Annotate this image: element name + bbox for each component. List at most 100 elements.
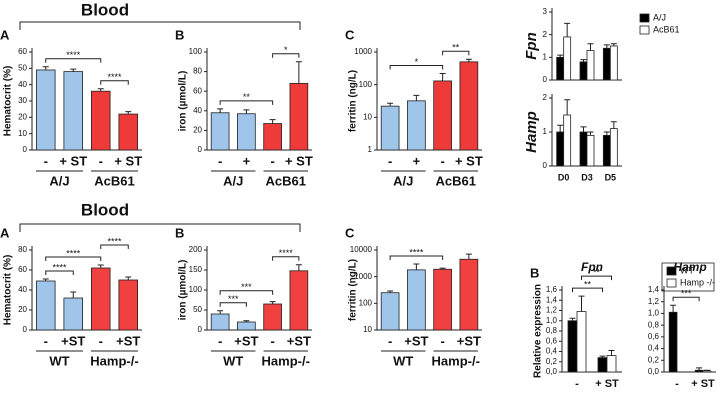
significance-label: ** [584,280,592,290]
significance-bracket [442,50,470,56]
legend-swatch [639,25,650,35]
significance-label: *** [241,282,252,292]
error-bar [603,44,610,49]
legend-swatch [666,278,677,288]
y-tick-label: 1000 [354,47,372,56]
significance-bracket [45,270,74,275]
significance-bracket [45,58,102,63]
significance-bracket [672,296,700,302]
x-tick-label: + [243,153,251,168]
y-tick-label: 40 [18,285,27,294]
legend-swatch [666,266,677,276]
panel-label: B [175,225,184,240]
error-bar [217,108,224,113]
bar [63,297,84,331]
y-tick-label: 150 [189,265,203,274]
bar [407,269,426,331]
y-tick-label: 1000 [354,272,372,281]
significance-label: **** [409,247,424,257]
x-tick-label: - [440,333,444,348]
significance-bracket [219,100,274,105]
x-tick-label: - [440,153,444,168]
y-tick-label: 60 [193,86,202,95]
error-bar [564,22,571,37]
error-bar [587,131,594,136]
y-tick-label: 0,0 [648,367,660,376]
bar [586,134,595,167]
error-bar [413,94,420,101]
y-tick-label: 0,4 [648,344,660,353]
y-tick-label: 0 [23,145,28,154]
x-tick-label: - [44,333,48,348]
error-bar [217,310,224,314]
y-axis-label: Fpn [523,32,540,60]
y-tick-label: 100 [359,80,373,89]
significance-bracket [389,255,444,260]
x-tick-label: + [413,153,421,168]
significance-label: ** [452,43,460,53]
x-tick-label: D0 [558,172,570,182]
panel-label: A [0,27,10,42]
error-bar [125,111,132,115]
y-tick-label: 0 [198,325,203,334]
y-tick-label: 0 [198,145,203,154]
y-tick-label: 200 [189,245,203,254]
x-tick-label: - [270,333,274,348]
x-tick-label: - [388,333,392,348]
legend-label: Hamp -/- [680,277,715,287]
significance-bracket [45,256,102,261]
y-tick-label: 60 [18,47,27,56]
error-bar [387,102,394,107]
y-tick-label: 60 [18,265,27,274]
legend-label: AcB61 [653,24,680,34]
bar [380,105,400,151]
x-tick-label: +ST [234,333,258,348]
significance-label: **** [107,72,122,82]
y-axis-label: iron (µmol/L) [178,260,189,321]
y-tick-label: 10 [363,325,372,334]
y-tick-label: 0 [23,325,28,334]
y-tick-label: 10 [363,112,372,121]
y-tick-label: 20 [18,112,27,121]
bar [586,50,595,81]
y-tick-label: 0,4 [546,347,558,356]
bar [576,311,587,373]
x-tick-label: - [218,333,222,348]
x-tick-label: D3 [581,172,593,182]
x-tick-label: + ST [285,153,313,168]
significance-bracket [100,244,129,249]
heading-bracket [19,223,301,232]
panel-label: C [345,225,355,240]
y-tick-label: 0,2 [546,357,558,366]
error-bar [295,264,302,271]
significance-label: **** [279,248,294,258]
panel-label: B [530,265,539,280]
y-tick-label: 100 [189,285,203,294]
y-tick-label: 1 [543,127,548,136]
significance-label: *** [228,294,239,304]
bar [609,45,618,81]
error-bar [42,278,49,281]
x-tick-label: +ST [404,333,428,348]
error-bar [610,43,617,46]
bar [91,267,111,331]
y-tick-label: 1,4 [546,295,558,304]
bar [118,279,139,331]
bar [63,71,84,151]
error-bar [603,131,610,136]
y-tick-label: 0,2 [648,355,660,364]
bar [579,61,588,81]
bar [289,270,309,331]
significance-bracket [389,64,444,70]
bar [609,128,618,167]
bar [563,36,572,81]
bar [602,47,611,81]
y-axis-label: Relative expression [533,284,544,378]
group-label: WT [49,353,69,368]
bar [668,311,678,373]
error-bar [569,317,576,321]
y-tick-label: 50 [193,305,202,314]
error-bar [610,121,617,129]
significance-bracket [219,302,247,307]
